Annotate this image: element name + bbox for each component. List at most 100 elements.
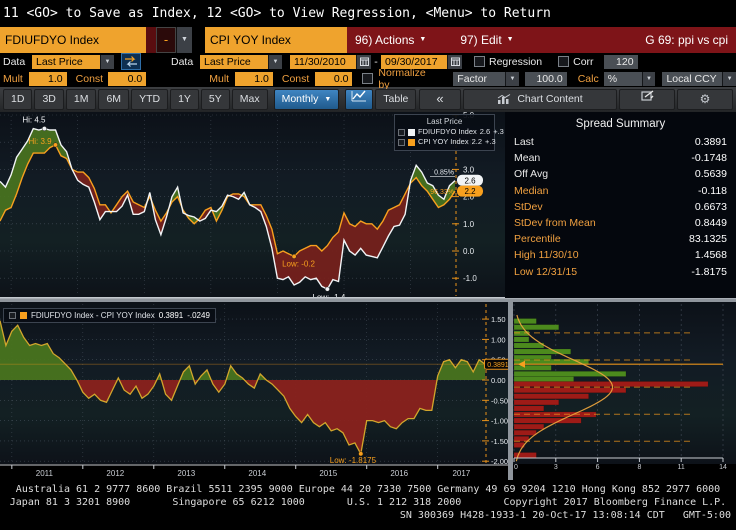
footer-contact-line-1: Australia 61 2 9777 8600 Brazil 5511 239…	[15, 484, 721, 495]
normalize-label: Normalize by	[378, 66, 426, 91]
summary-label: Mean	[514, 152, 541, 165]
security-1-field[interactable]: FDIUFDYO Index	[0, 27, 146, 53]
range-button-3d[interactable]: 3D	[34, 89, 64, 110]
currency-select[interactable]: Local CCY	[662, 71, 723, 86]
line-chart-icon[interactable]	[345, 89, 374, 110]
chevron-down-icon[interactable]: ▼	[641, 71, 656, 86]
regression-checkbox[interactable]	[474, 56, 485, 67]
summary-value: 0.3891	[694, 136, 727, 148]
summary-value: -0.118	[698, 184, 727, 197]
command-line[interactable]: 11 <GO> to Save as Index, 12 <GO> to Vie…	[3, 6, 551, 21]
screen-title: G 69: ppi vs cpi	[645, 33, 728, 47]
edit-menu[interactable]: 97) Edit ▼	[452, 27, 521, 53]
legend-label: FDIUFDYO Index - CPI YOY Index	[31, 311, 155, 320]
chevron-down-icon[interactable]: ▼	[505, 71, 519, 86]
chevron-down-icon: ▼	[324, 96, 332, 103]
footer: Australia 61 2 9777 8600 Brazil 5511 239…	[0, 480, 736, 522]
summary-value: 83.1325	[689, 233, 727, 246]
normalize-checkbox[interactable]	[362, 73, 374, 84]
control-row-1: Data Last Price ▼ Data Last Price ▼ 11/3…	[0, 53, 736, 70]
summary-label: Percentile	[514, 233, 561, 246]
svg-text:2014: 2014	[248, 469, 266, 478]
operator-dropdown-icon[interactable]: ▼	[176, 27, 192, 53]
mult-value-2[interactable]: 1.0	[235, 71, 273, 86]
range-button-1d[interactable]: 1D	[3, 89, 33, 110]
legend-value: 0.3891	[158, 311, 184, 320]
svg-text:0.00: 0.00	[491, 376, 506, 385]
mult-label-1: Mult	[3, 72, 23, 85]
factor-select[interactable]: Factor	[453, 71, 506, 86]
svg-text:1.50: 1.50	[491, 315, 506, 324]
series-swatch	[20, 312, 27, 319]
table-button[interactable]: Table	[375, 89, 417, 110]
range-button-1m[interactable]: 1M	[65, 89, 97, 110]
summary-value: -0.1748	[691, 152, 727, 165]
main-chart-legend[interactable]: Last Price FDIUFDYO Index 2.6 +.3 CPI YOY I…	[394, 114, 504, 151]
chart-toolbar: 1D 3D 1M 6M YTD 1Y 5Y Max Monthly ▼ Table « Char…	[0, 87, 736, 112]
calc-label: Calc	[577, 72, 599, 85]
period-select[interactable]: Monthly ▼	[273, 89, 340, 110]
range-button-5y[interactable]: 5Y	[200, 89, 230, 110]
svg-text:8: 8	[637, 464, 641, 471]
regression-label: Regression	[489, 55, 543, 68]
calc-unit-select[interactable]: %	[603, 71, 642, 86]
range-button-max[interactable]: Max	[231, 89, 268, 110]
svg-text:-1.00: -1.00	[491, 417, 508, 426]
collapse-panel-button[interactable]: «	[419, 89, 461, 110]
svg-text:0.3891: 0.3891	[487, 362, 509, 369]
summary-label: Off Avg	[514, 168, 549, 181]
corr-checkbox[interactable]	[558, 56, 570, 67]
svg-text:3: 3	[554, 464, 558, 471]
summary-label: Last	[514, 136, 534, 148]
svg-text:Hi: 3.9: Hi: 3.9	[28, 137, 52, 146]
legend-item[interactable]: CPI YOY Index 2.2 +.3	[398, 137, 496, 147]
chevron-down-icon: ▼	[419, 36, 427, 43]
const-value-1[interactable]: 0.0	[108, 71, 147, 86]
svg-text:Low: -1.8175: Low: -1.8175	[330, 456, 377, 465]
mult-value-1[interactable]: 1.0	[28, 71, 67, 86]
svg-text:2017: 2017	[452, 469, 470, 478]
security-separator	[146, 27, 156, 53]
swap-securities-icon[interactable]	[121, 53, 141, 70]
legend-toggle-icon[interactable]	[398, 138, 405, 146]
range-button-6m[interactable]: 6M	[98, 89, 130, 110]
summary-value: 0.5639	[694, 168, 727, 181]
svg-text:0.0: 0.0	[463, 247, 475, 256]
legend-label: CPI YOY Index	[418, 137, 469, 146]
legend-item[interactable]: FDIUFDYO Index 2.6 +.3	[398, 127, 504, 137]
range-button-1y[interactable]: 1Y	[170, 89, 199, 110]
chevron-down-icon[interactable]: ▼	[722, 71, 736, 86]
chevron-down-icon[interactable]: ▼	[100, 54, 114, 69]
svg-text:2016: 2016	[390, 469, 408, 478]
date-from-field[interactable]: 11/30/2010	[290, 54, 356, 69]
corr-window-field[interactable]: 120	[603, 54, 638, 69]
legend-toggle-icon[interactable]	[398, 128, 405, 136]
field-type-1-select[interactable]: Last Price	[32, 54, 100, 69]
svg-text:2.2: 2.2	[464, 187, 476, 196]
svg-text:Hi: 4.5: Hi: 4.5	[22, 116, 46, 125]
annotate-icon[interactable]	[619, 89, 675, 110]
calendar-icon[interactable]	[356, 54, 371, 69]
const-value-2[interactable]: 0.0	[314, 71, 353, 86]
chevron-down-icon[interactable]: ▼	[268, 54, 282, 69]
summary-label: StDev	[514, 200, 543, 213]
lower-chart-legend[interactable]: FDIUFDYO Index - CPI YOY Index 0.3891 -.…	[3, 308, 216, 323]
summary-value: -1.8175	[691, 265, 727, 278]
actions-menu[interactable]: 96) Actions ▼	[347, 27, 434, 53]
spread-summary-panel: Spread Summary Last 0.3891 Mean -0.1748 Off …	[505, 112, 736, 298]
gear-icon[interactable]: ⚙	[677, 89, 733, 110]
summary-value: 0.8449	[694, 216, 727, 229]
chart-content-button[interactable]: Chart Content	[463, 89, 617, 110]
security-2-field[interactable]: CPI YOY Index	[205, 27, 347, 53]
field-type-2-select[interactable]: Last Price	[200, 54, 268, 69]
range-button-ytd[interactable]: YTD	[131, 89, 169, 110]
date-to-field[interactable]: 09/30/2017	[381, 54, 447, 69]
legend-value: 2.2	[471, 137, 483, 146]
legend-toggle-icon[interactable]	[9, 312, 16, 319]
summary-label: Median	[514, 184, 549, 197]
range-buttons: 1D 3D 1M 6M YTD 1Y 5Y Max	[3, 89, 268, 110]
calendar-icon[interactable]	[447, 54, 462, 69]
operator-field[interactable]: -	[156, 27, 176, 53]
factor-value-field[interactable]: 100.0	[524, 71, 567, 86]
